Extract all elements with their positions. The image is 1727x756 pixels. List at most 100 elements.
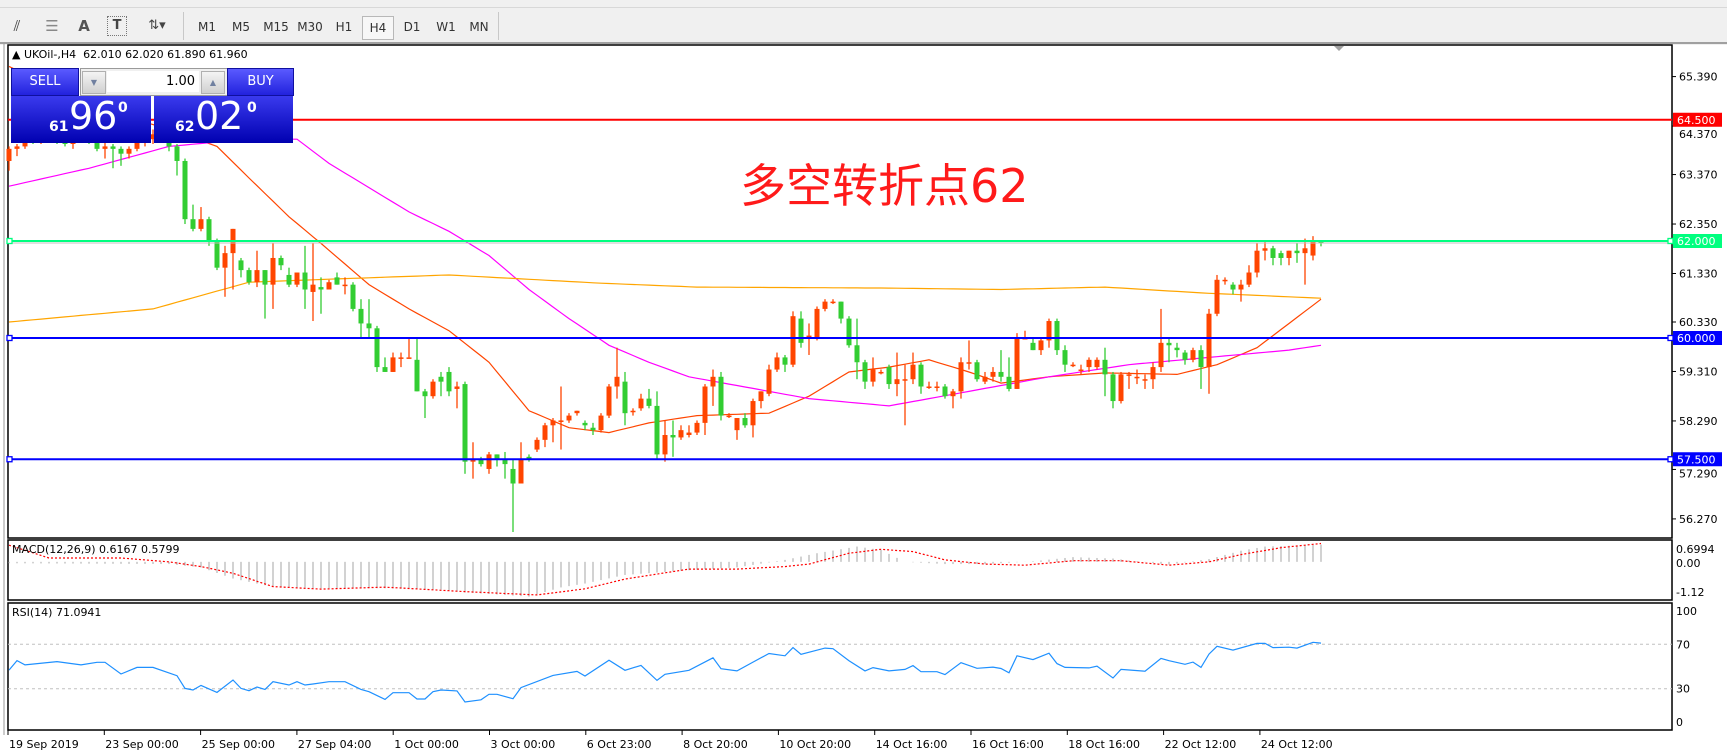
text-label-icon[interactable]: T xyxy=(107,16,127,36)
timeframe-m15[interactable]: M15 xyxy=(263,20,289,34)
candle-body xyxy=(814,308,820,338)
candle-body xyxy=(894,379,900,385)
candle xyxy=(430,379,436,399)
time-tick-label: 22 Oct 12:00 xyxy=(1165,738,1237,751)
buy-button[interactable]: BUY xyxy=(227,68,294,96)
candle-body xyxy=(918,364,924,387)
candle-body xyxy=(1222,279,1228,282)
candle xyxy=(1246,265,1252,288)
candle-body xyxy=(262,270,268,285)
sell-button[interactable]: SELL xyxy=(11,68,79,96)
candle-body xyxy=(222,253,228,268)
equidistant-channel-icon[interactable]: ⫽ xyxy=(13,17,21,35)
candle-body xyxy=(558,420,564,422)
price-tick-label: 63.370 xyxy=(1679,169,1718,182)
candle xyxy=(414,338,420,392)
time-tick-label: 16 Oct 16:00 xyxy=(972,738,1044,751)
candle xyxy=(422,388,428,419)
time-tick-label: 24 Oct 12:00 xyxy=(1261,738,1333,751)
timeframe-mn[interactable]: MN xyxy=(469,20,489,34)
level-price-label: 64.500 xyxy=(1677,114,1716,127)
candle xyxy=(822,299,828,312)
candle-body xyxy=(838,301,844,319)
candle xyxy=(854,318,860,380)
candle xyxy=(302,245,308,309)
candle-body xyxy=(150,134,156,140)
candle xyxy=(174,144,180,176)
candle xyxy=(446,367,452,397)
candle xyxy=(838,301,844,324)
candle-body xyxy=(478,459,484,465)
candle-body xyxy=(686,432,692,435)
candle-body xyxy=(510,468,516,484)
lot-increase-button[interactable]: ▲ xyxy=(201,71,225,94)
candle xyxy=(878,369,884,375)
candle xyxy=(1222,277,1228,285)
collapse-triangle-icon[interactable]: ▲ xyxy=(12,48,24,61)
timeframe-m5[interactable]: M5 xyxy=(232,20,250,34)
timeframe-h1[interactable]: H1 xyxy=(335,20,353,34)
candle-body xyxy=(1254,250,1260,273)
candle-body xyxy=(662,435,668,455)
level-price-label-bg xyxy=(1673,234,1722,248)
time-tick-label: 27 Sep 04:00 xyxy=(298,738,371,751)
candle xyxy=(182,158,188,225)
candle xyxy=(318,277,324,314)
time-tick-label: 1 Oct 00:00 xyxy=(394,738,459,751)
sell-price-box[interactable]: 61 96 0 xyxy=(11,94,151,143)
time-axis xyxy=(0,731,1727,756)
candle-body xyxy=(1302,248,1308,254)
timeframe-w1[interactable]: W1 xyxy=(436,20,456,34)
candle-body xyxy=(1030,342,1036,351)
level-line-handle xyxy=(6,334,13,342)
candle xyxy=(1182,350,1188,365)
candle-body xyxy=(1286,250,1292,258)
candle xyxy=(974,359,980,382)
candle-body xyxy=(846,318,852,346)
candle xyxy=(726,413,732,419)
candle xyxy=(1214,274,1220,317)
candle-body xyxy=(806,335,812,338)
candle-body xyxy=(566,415,572,421)
candle-body xyxy=(358,308,364,324)
candle-body xyxy=(1110,374,1116,402)
candle-body xyxy=(462,384,468,462)
candle xyxy=(630,408,636,416)
candle xyxy=(582,420,588,431)
candle xyxy=(510,459,516,532)
candle xyxy=(1062,345,1068,372)
level-price-label-bg xyxy=(1673,331,1722,345)
candle xyxy=(558,386,564,450)
candle xyxy=(542,422,548,448)
timeframe-h4[interactable]: H4 xyxy=(362,16,394,40)
main-toolbar-strip xyxy=(0,0,1727,8)
candle-body xyxy=(374,328,380,368)
price-tick-label: 64.370 xyxy=(1679,128,1718,141)
candle-body xyxy=(774,357,780,370)
timeframe-m1[interactable]: M1 xyxy=(198,20,216,34)
fibonacci-icon[interactable]: ☰ xyxy=(45,17,58,35)
candle-body xyxy=(886,367,892,385)
candle-body xyxy=(1086,359,1092,368)
price-chart[interactable]: 65.390 64.370 63.370 62.350 61.330 60.330 59.3… xyxy=(0,44,1727,756)
candle-body xyxy=(638,398,644,409)
buy-price-box[interactable]: 62 02 0 xyxy=(154,94,293,143)
candle xyxy=(870,357,876,387)
chart-annotation-text[interactable]: 多空转折点62 xyxy=(740,159,1029,213)
candle-body xyxy=(1046,321,1052,341)
candle xyxy=(598,413,604,433)
rsi-title: RSI(14) 71.0941 xyxy=(12,606,101,619)
lot-decrease-button[interactable]: ▼ xyxy=(82,71,106,94)
text-icon[interactable]: A xyxy=(78,17,90,35)
timeframe-d1[interactable]: D1 xyxy=(403,20,421,34)
candle-body xyxy=(598,415,604,431)
candle-body xyxy=(350,284,356,309)
timeframe-m30[interactable]: M30 xyxy=(297,20,323,34)
lot-size-input[interactable] xyxy=(107,71,199,92)
level-line-handle xyxy=(6,237,13,245)
arrows-dropdown-icon[interactable]: ⇅▾ xyxy=(148,18,166,33)
candle xyxy=(1142,374,1148,389)
candle-body xyxy=(430,381,436,397)
candle-body xyxy=(1150,367,1156,380)
candle xyxy=(814,306,820,341)
